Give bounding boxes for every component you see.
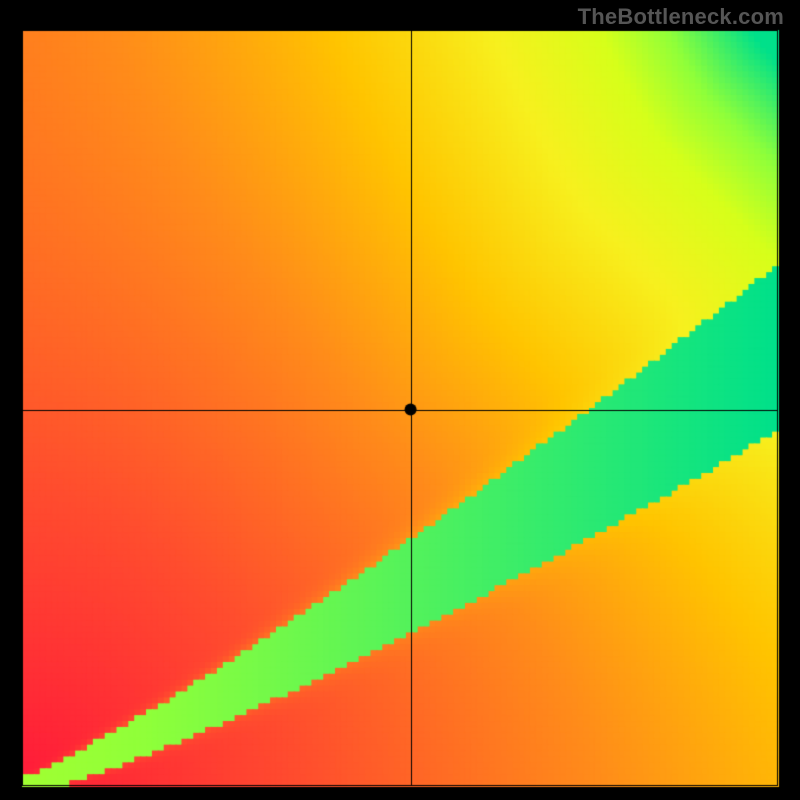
watermark-text: TheBottleneck.com xyxy=(578,4,784,30)
heatmap-canvas xyxy=(0,0,800,800)
chart-container: TheBottleneck.com xyxy=(0,0,800,800)
